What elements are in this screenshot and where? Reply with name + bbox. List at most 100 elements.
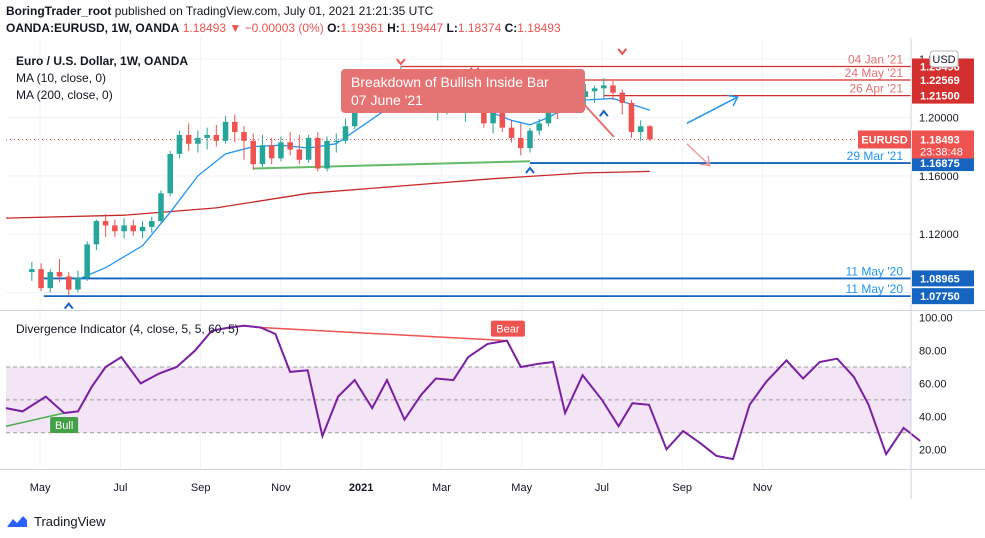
publisher-name[interactable]: BoringTrader_root [6,4,112,18]
moving-averages [5,97,651,280]
level-price-tag [912,72,974,89]
footer: TradingView [6,510,106,532]
level-price-label: 1.21500 [920,91,960,103]
candle-body [628,102,635,133]
countdown-label: 23:38:48 [920,146,963,158]
currency-box [929,50,959,68]
candle-body [195,137,201,144]
osc-tick-label: 60.00 [919,378,947,390]
candle-body [619,92,626,103]
callout[interactable]: Breakdown of Bullish Inside Bar 07 June … [341,69,615,138]
x-tick-label: Nov [271,482,291,494]
x-tick-label: Sep [191,482,211,494]
x-tick-label: 2021 [349,482,373,494]
footer-brand[interactable]: TradingView [34,513,106,529]
bullish-projection-arrow [686,96,738,124]
candle-body [287,142,293,150]
candle-body [536,123,542,131]
candle-body [324,140,330,169]
open-value: 1.19361 [340,21,384,35]
level-price-label: 1.16875 [920,158,960,170]
candle-body [250,140,257,165]
level-date-label: 04 Jan '21 [848,52,903,66]
candle-body [158,193,164,222]
candle-body [185,134,192,144]
level-price-label: 1.07750 [920,291,960,303]
publish-line: BoringTrader_root published on TradingVi… [6,4,433,18]
candle-body [499,105,506,128]
ohlc-line: OANDA:EURUSD, 1W, OANDA 1.18493 ▼ −0.000… [6,21,561,35]
candle-body [47,272,54,289]
y-tick-label: 1.12000 [919,229,959,241]
y-tick-label: 1.20000 [919,112,959,124]
level-price-label: 1.08965 [920,273,960,285]
bearish-chevron-icon [396,58,406,66]
candle-body [278,142,284,159]
bear-label: Bear [496,324,520,336]
ma10-legend[interactable]: MA (10, close, 0) [16,71,106,85]
candle-body [268,145,275,159]
bull-label-box [50,417,79,434]
candle-body [93,221,100,245]
candle-body [601,85,607,89]
close-label: C: [504,21,518,35]
candle-body [315,137,321,169]
candle-body [637,126,644,133]
candle-body [130,225,137,232]
candle-body [508,127,515,138]
ma200-legend[interactable]: MA (200, close, 0) [16,88,113,102]
candle-body [305,137,312,160]
x-tick-label: Sep [672,482,692,494]
candle-body [204,134,210,138]
candle-body [38,269,44,289]
last-price: 1.18493 [182,21,227,35]
candle-body [222,121,229,141]
osc-tick-label: 40.00 [919,411,947,423]
candle-body [591,88,598,92]
candle-body [259,145,266,165]
candle-body [582,91,589,98]
x-tick-label: Jul [113,482,127,494]
callout-box [341,69,585,113]
currency-label: USD [932,54,955,66]
candle-body [75,277,81,290]
low-value: 1.18374 [457,21,502,35]
candle-body [148,221,155,227]
level-date-label: 11 May '20 [846,282,904,296]
candle-body [213,134,220,141]
oscillator-pane: Bear Bull [5,320,921,461]
candle-body [102,221,109,226]
indicator-legend[interactable]: Divergence Indicator (4, close, 5, 5, 60… [16,322,239,336]
bear-label-box [490,320,525,337]
divergence-line [5,324,921,461]
bear-divergence-line [260,326,507,342]
price-change: −0.00003 (0%) [244,21,324,35]
y-tick-label: 1.16000 [919,171,959,183]
bullish-projection-arrow-head [727,94,739,107]
candle-body [65,276,72,290]
candle-body [527,130,533,149]
candle-body [139,226,146,232]
bullish-chevron-icon [63,302,74,310]
bearish-projection-arrow [686,143,711,167]
candle-body [296,149,303,160]
level-price-tag [912,87,974,104]
bullish-chevron-icon [525,166,535,174]
high-label: H: [387,21,400,35]
low-label: L: [446,21,458,35]
last-price-tag [912,130,974,159]
high-value: 1.19447 [399,21,444,35]
osc-tick-label: 20.00 [919,444,947,456]
published-text: published on TradingView.com, July 01, 2… [114,4,434,18]
level-price-tag [912,270,974,287]
support-trendline [253,160,531,170]
candle-body [490,105,496,124]
close-value: 1.18493 [517,21,561,35]
down-arrow-icon: ▼ [229,21,242,35]
x-tick-label: Nov [753,482,773,494]
candle-body [518,137,524,149]
candle-body [167,153,173,194]
currency-badge[interactable]: USD [929,50,959,68]
